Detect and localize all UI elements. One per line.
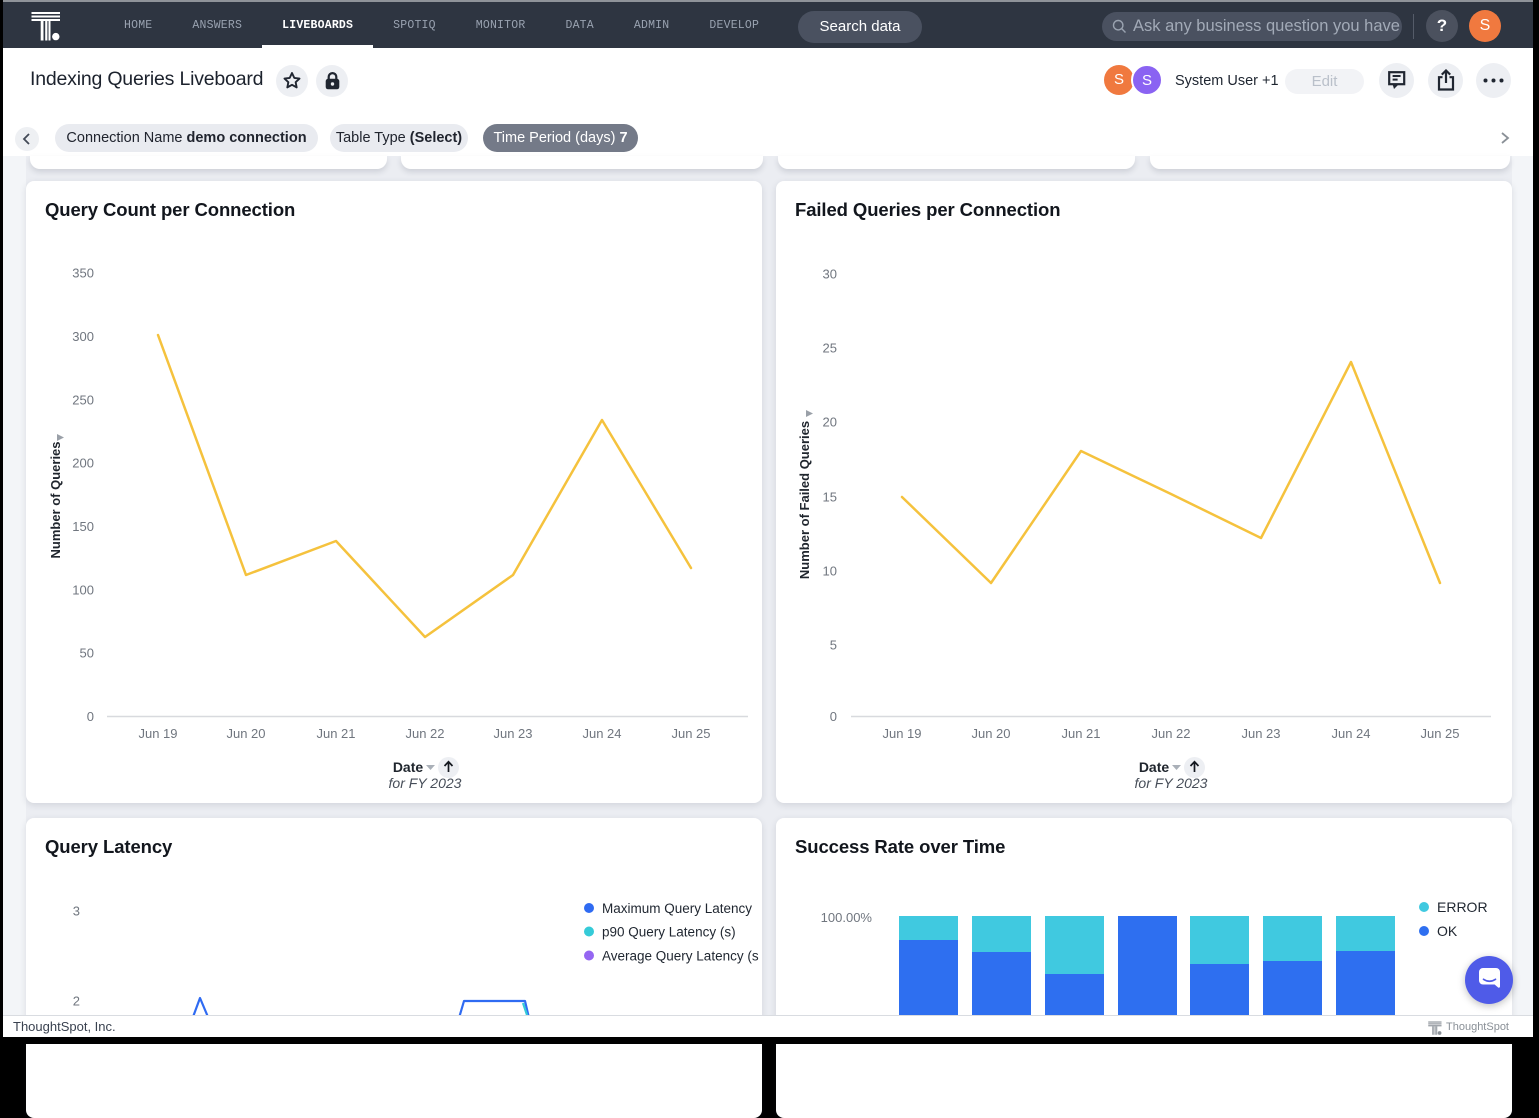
svg-text:Jun 22: Jun 22 [1151, 726, 1190, 741]
svg-text:Jun 23: Jun 23 [493, 726, 532, 741]
svg-text:Average Query Latency (s: Average Query Latency (s [602, 949, 759, 964]
svg-text:Jun 24: Jun 24 [1331, 726, 1370, 741]
svg-text:Date: Date [393, 759, 424, 775]
svg-text:Jun 19: Jun 19 [138, 726, 177, 741]
svg-text:OK: OK [1437, 923, 1458, 939]
svg-text:Jun 23: Jun 23 [1241, 726, 1280, 741]
svg-text:350: 350 [72, 266, 94, 281]
svg-text:5: 5 [830, 638, 837, 653]
svg-text:300: 300 [72, 329, 94, 344]
svg-text:Jun 20: Jun 20 [226, 726, 265, 741]
svg-text:for FY 2023: for FY 2023 [389, 775, 462, 791]
svg-text:100: 100 [72, 582, 94, 597]
svg-text:Jun 25: Jun 25 [1420, 726, 1459, 741]
svg-text:Jun 21: Jun 21 [1061, 726, 1100, 741]
svg-text:Jun 21: Jun 21 [316, 726, 355, 741]
svg-text:3: 3 [73, 904, 80, 919]
svg-text:p90 Query Latency (s): p90 Query Latency (s) [602, 925, 736, 940]
svg-text:25: 25 [823, 341, 837, 356]
svg-text:Date: Date [1139, 759, 1170, 775]
svg-text:100.00%: 100.00% [821, 910, 873, 925]
svg-text:250: 250 [72, 392, 94, 407]
svg-text:Number of Failed Queries: Number of Failed Queries [797, 421, 812, 579]
svg-text:200: 200 [72, 456, 94, 471]
svg-text:Jun 19: Jun 19 [882, 726, 921, 741]
svg-text:50: 50 [80, 646, 94, 661]
svg-text:15: 15 [823, 490, 837, 505]
svg-text:Jun 22: Jun 22 [405, 726, 444, 741]
svg-text:10: 10 [823, 564, 837, 579]
svg-text:Jun 25: Jun 25 [671, 726, 710, 741]
svg-text:30: 30 [823, 267, 837, 282]
svg-text:2: 2 [73, 994, 80, 1009]
svg-text:Number of Queries: Number of Queries [48, 441, 63, 558]
svg-text:Jun 20: Jun 20 [971, 726, 1010, 741]
svg-text:Maximum Query Latency: Maximum Query Latency [602, 901, 752, 916]
svg-text:for FY 2023: for FY 2023 [1135, 775, 1208, 791]
svg-text:ERROR: ERROR [1437, 899, 1488, 915]
svg-text:20: 20 [823, 415, 837, 430]
svg-text:150: 150 [72, 519, 94, 534]
svg-text:0: 0 [87, 709, 94, 724]
svg-text:0: 0 [830, 709, 837, 724]
svg-text:Jun 24: Jun 24 [582, 726, 621, 741]
